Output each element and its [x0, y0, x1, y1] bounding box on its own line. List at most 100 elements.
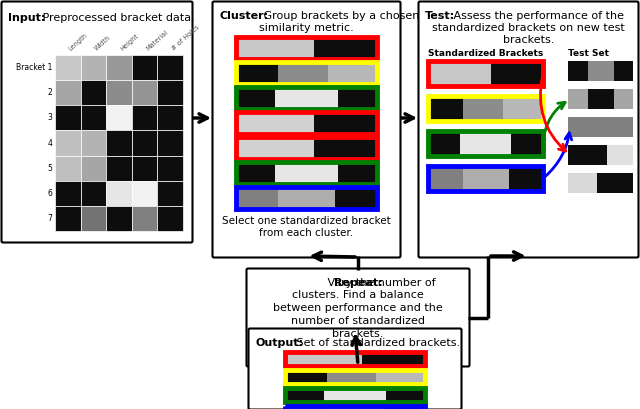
- Text: Group brackets by a chosen: Group brackets by a chosen: [260, 11, 419, 21]
- Bar: [55, 55, 81, 80]
- Bar: [157, 130, 183, 155]
- Bar: [81, 155, 106, 181]
- Bar: [106, 105, 132, 130]
- Bar: [463, 96, 503, 121]
- Bar: [327, 406, 383, 409]
- FancyBboxPatch shape: [1, 2, 193, 243]
- Bar: [81, 130, 106, 155]
- Bar: [314, 137, 377, 159]
- Bar: [568, 173, 597, 193]
- Bar: [428, 96, 543, 121]
- Text: between performance and the: between performance and the: [273, 303, 443, 313]
- Bar: [106, 155, 132, 181]
- Bar: [428, 61, 492, 86]
- Bar: [568, 117, 600, 137]
- Text: Test Set: Test Set: [568, 49, 609, 58]
- Bar: [285, 406, 327, 409]
- Text: from each cluster.: from each cluster.: [259, 228, 353, 238]
- Text: Set of standardized brackets.: Set of standardized brackets.: [293, 338, 460, 348]
- Bar: [55, 181, 81, 206]
- Bar: [285, 352, 425, 366]
- Bar: [157, 105, 183, 130]
- Bar: [376, 370, 425, 384]
- Bar: [81, 55, 106, 80]
- Bar: [55, 80, 81, 105]
- Bar: [81, 206, 106, 231]
- Bar: [568, 145, 588, 165]
- Text: brackets.: brackets.: [503, 35, 554, 45]
- Bar: [132, 80, 157, 105]
- Bar: [337, 162, 377, 184]
- Bar: [81, 105, 106, 130]
- Bar: [314, 37, 377, 59]
- FancyBboxPatch shape: [246, 268, 470, 366]
- Text: 3: 3: [47, 113, 52, 122]
- Text: Input:: Input:: [8, 13, 45, 23]
- Text: Height: Height: [119, 33, 140, 52]
- Bar: [285, 388, 425, 402]
- Bar: [157, 80, 183, 105]
- Bar: [236, 37, 314, 59]
- Bar: [383, 406, 425, 409]
- Text: 7: 7: [47, 214, 52, 223]
- Bar: [132, 130, 157, 155]
- Bar: [157, 155, 183, 181]
- Bar: [328, 62, 377, 84]
- Bar: [106, 206, 132, 231]
- Bar: [428, 166, 463, 191]
- Bar: [157, 181, 183, 206]
- Bar: [132, 55, 157, 80]
- Text: 6: 6: [47, 189, 52, 198]
- Bar: [386, 388, 425, 402]
- Bar: [314, 112, 377, 134]
- Text: standardized brackets on new test: standardized brackets on new test: [432, 23, 625, 33]
- Text: Assess the performance of the: Assess the performance of the: [450, 11, 624, 21]
- Text: Width: Width: [93, 35, 112, 52]
- Bar: [428, 166, 543, 191]
- Bar: [327, 370, 376, 384]
- Text: Length: Length: [68, 32, 89, 52]
- Bar: [55, 155, 81, 181]
- Text: Bracket 1: Bracket 1: [15, 63, 52, 72]
- FancyBboxPatch shape: [419, 2, 639, 258]
- Bar: [614, 89, 633, 109]
- Bar: [588, 145, 607, 165]
- Bar: [157, 55, 183, 80]
- Bar: [463, 166, 509, 191]
- Bar: [236, 137, 314, 159]
- Bar: [285, 352, 362, 366]
- Text: # of Holes: # of Holes: [170, 24, 200, 52]
- Bar: [285, 406, 425, 409]
- Bar: [285, 388, 324, 402]
- Bar: [278, 62, 328, 84]
- Bar: [106, 130, 132, 155]
- Bar: [597, 173, 633, 193]
- Bar: [335, 187, 377, 209]
- Bar: [132, 181, 157, 206]
- FancyBboxPatch shape: [212, 2, 401, 258]
- Bar: [236, 137, 377, 159]
- Bar: [600, 117, 633, 137]
- Text: Preprocessed bracket data.: Preprocessed bracket data.: [39, 13, 195, 23]
- Text: Cluster:: Cluster:: [219, 11, 268, 21]
- Bar: [568, 89, 588, 109]
- FancyBboxPatch shape: [248, 328, 461, 409]
- Text: number of standardized: number of standardized: [291, 316, 425, 326]
- Bar: [503, 96, 543, 121]
- Bar: [275, 162, 337, 184]
- Bar: [236, 112, 377, 134]
- Bar: [106, 80, 132, 105]
- Bar: [55, 206, 81, 231]
- Bar: [236, 87, 275, 109]
- Text: Material: Material: [145, 29, 169, 52]
- Text: Vary the number of: Vary the number of: [324, 278, 436, 288]
- Bar: [428, 131, 460, 156]
- Bar: [236, 187, 377, 209]
- Bar: [275, 87, 337, 109]
- Bar: [132, 206, 157, 231]
- Text: Output:: Output:: [255, 338, 303, 348]
- Bar: [614, 61, 633, 81]
- Text: Test:: Test:: [425, 11, 455, 21]
- Bar: [55, 130, 81, 155]
- Bar: [492, 61, 543, 86]
